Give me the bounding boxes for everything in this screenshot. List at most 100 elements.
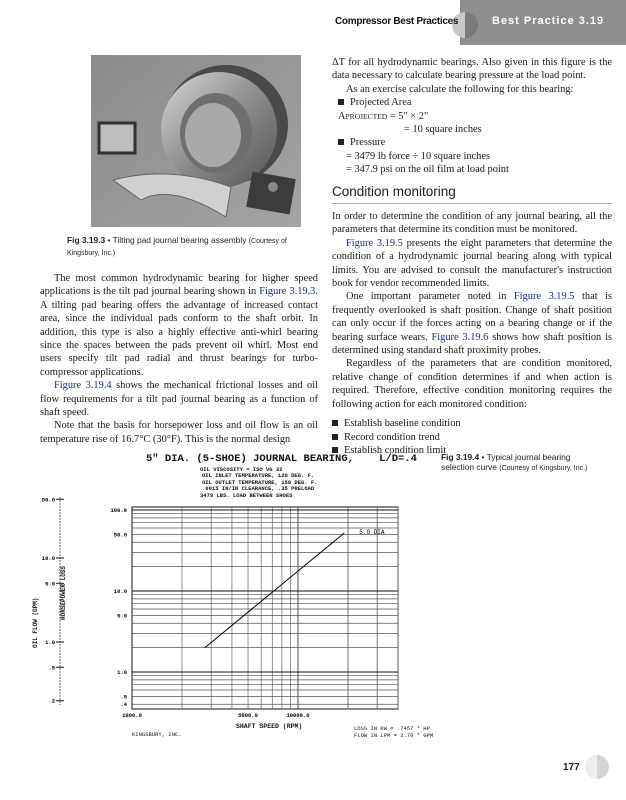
text: Pressure [350, 137, 386, 149]
y-tick-label: .4 [120, 701, 127, 708]
y-axis-label: HORSEPOWER LOSS [60, 565, 67, 620]
y-tick-label: 5.0 [117, 612, 127, 619]
y2-tick-label: .2 [48, 698, 55, 705]
paragraph: Note that the basis for horsepower loss … [40, 420, 318, 445]
paragraph: Regardless of the parameters that are co… [332, 358, 612, 410]
page-number: 177 [563, 762, 580, 773]
x-tick-label: 5000.0 [238, 712, 258, 719]
list-item: Establish condition limit [332, 444, 612, 457]
text: = 5" × 2" [389, 110, 429, 122]
page-number-ornament [585, 755, 609, 779]
action-list: Establish baseline condition Record cond… [332, 417, 612, 457]
figure-credit: (Courtesy of Kingsbury, Inc.) [67, 238, 287, 257]
paragraph: ΔT for all hydrodynamic bearings. Also g… [332, 57, 612, 82]
text: A [338, 110, 346, 122]
text: Projected Area [350, 97, 412, 109]
title-right: L/D=.4 [379, 453, 417, 465]
book-title: Compressor Best Practices [335, 16, 459, 27]
list-item: Record condition trend [332, 431, 612, 444]
square-bullet-icon [338, 139, 344, 146]
figure-label: Fig 3.19.4 [441, 452, 480, 462]
conversion-note: FLOW IN LPM = 3.79 * GPM [354, 731, 434, 739]
section-heading: Condition monitoring [332, 184, 612, 204]
chart-title: 5" DIA. (5-SHOE) JOURNAL BEARING, L/D=.4 [146, 453, 417, 465]
caption-bullet: • [107, 235, 111, 245]
text: shows the mechanical frictional losses a… [40, 380, 318, 419]
paragraph: As an exercise calculate the following f… [346, 83, 574, 95]
section-label: Best Practice 3.19 [492, 15, 605, 27]
conversion-note: LOSS IN KW = .7457 * HP [354, 725, 430, 732]
left-column: The most common hydrodynamic bearing for… [40, 272, 318, 446]
figure-link[interactable]: Figure 3.19.3 [259, 286, 316, 298]
paragraph: Figure 3.19.4 shows the mechanical frict… [40, 379, 318, 419]
y-tick-label: 100.0 [110, 507, 127, 514]
y2-tick-label: 5.0 [45, 580, 55, 587]
square-bullet-icon [332, 446, 338, 453]
figure-link[interactable]: Figure 3.19.5 [513, 291, 575, 303]
y2-tick-label: .5 [48, 664, 55, 671]
text: The most common hydrodynamic bearing for… [40, 273, 318, 298]
bearing-photo [91, 55, 301, 227]
y-tick-label: .5 [120, 693, 127, 700]
bullet-item: Pressure [332, 136, 612, 149]
subscript: PROJECTED [345, 111, 388, 121]
y2-axis-label: OIL FLOW (GPM) [32, 597, 39, 648]
right-column-top: ΔT for all hydrodynamic bearings. Also g… [332, 56, 612, 177]
plot-frame [131, 506, 399, 710]
note: 3479 LBS. LOAD BETWEEN SHOES [200, 491, 293, 499]
figure-link[interactable]: Figure 3.19.4 [54, 380, 112, 392]
square-bullet-icon [338, 99, 344, 106]
y-tick-label: 1.0 [117, 669, 127, 676]
x-tick-label: 10000.0 [286, 712, 309, 719]
y2-tick-label: 1.0 [45, 639, 55, 646]
figure-4-caption: Fig 3.19.4 • Typical journal bearing sel… [441, 452, 601, 474]
note: .0015 IN/IN CLEARANCE, .35 PRELOAD [202, 485, 315, 493]
figure-link[interactable]: Figure 3.19.5 [346, 237, 403, 249]
bullet-item: Projected Area [332, 96, 612, 109]
y-tick-label: 50.0 [114, 531, 127, 538]
figure-title: Typical journal bearing selection curve [441, 452, 571, 472]
equation: = 347.9 psi on the oil film at load poin… [346, 164, 509, 176]
note: OIL INLET TEMPERATURE, 120 DEG. F. [202, 472, 315, 480]
y2-tick-label: 50.0 [42, 496, 55, 503]
figure-credit: (Courtesy of Kingsbury, Inc.) [499, 465, 588, 472]
y2-tick-label: 10.0 [42, 555, 55, 562]
right-column-bottom: In order to determine the condition of a… [332, 210, 612, 457]
note: OIL VISCOSITY = ISO VG 32 [200, 466, 283, 473]
chart-footer-left: KINGSBURY, INC. [132, 731, 182, 738]
equation: APROJECTED = 5" × 2" [332, 110, 612, 123]
equation: = 3479 lb force ÷ 10 square inches [346, 150, 491, 162]
equation: = 10 square inches [404, 124, 482, 136]
text: Record condition trend [344, 431, 440, 443]
caption-bullet: • [481, 452, 485, 462]
square-bullet-icon [332, 420, 338, 427]
paragraph: In order to determine the condition of a… [332, 211, 612, 236]
text: . A tilting pad bearing offers the advan… [40, 286, 318, 378]
y-tick-label: 10.0 [114, 588, 127, 595]
square-bullet-icon [332, 433, 338, 440]
figure-3-caption: Fig 3.19.3 • Tilting pad journal bearing… [67, 235, 307, 259]
text: One important parameter noted in [346, 291, 514, 303]
text: presents the eight parameters that deter… [332, 237, 612, 290]
x-tick-label: 1000.0 [122, 712, 142, 719]
paragraph: Figure 3.19.5 presents the eight paramet… [332, 237, 612, 291]
figure-link[interactable]: Figure 3.19.6 [431, 331, 489, 343]
list-item: Establish baseline condition [332, 417, 612, 430]
text: Establish baseline condition [344, 418, 461, 430]
x-axis-label: SHAFT SPEED (RPM) [236, 723, 303, 730]
title: 5" DIA. (5-SHOE) JOURNAL BEARING, [146, 453, 354, 465]
chart-footer-right: LOSS IN KW = .7457 * HP FLOW IN LPM = 3.… [354, 725, 434, 739]
text: that is frequently overlooked is shaft p… [332, 291, 612, 343]
note: OIL OUTLET TEMPERATURE, 150 DEG. F. [202, 478, 318, 486]
header-banner [460, 0, 626, 45]
paragraph: The most common hydrodynamic bearing for… [40, 272, 318, 379]
chart-notes: OIL VISCOSITY = ISO VG 32 OIL INLET TEMP… [200, 466, 318, 499]
series-line [204, 532, 345, 649]
figure-label: Fig 3.19.3 [67, 235, 106, 245]
series-label: 5.0 DIA [359, 529, 385, 536]
paragraph: One important parameter noted in Figure … [332, 290, 612, 357]
header-circle-ornament [452, 12, 478, 38]
figure-title: Tilting pad journal bearing assembly [112, 235, 247, 245]
text: Establish condition limit [344, 444, 447, 456]
